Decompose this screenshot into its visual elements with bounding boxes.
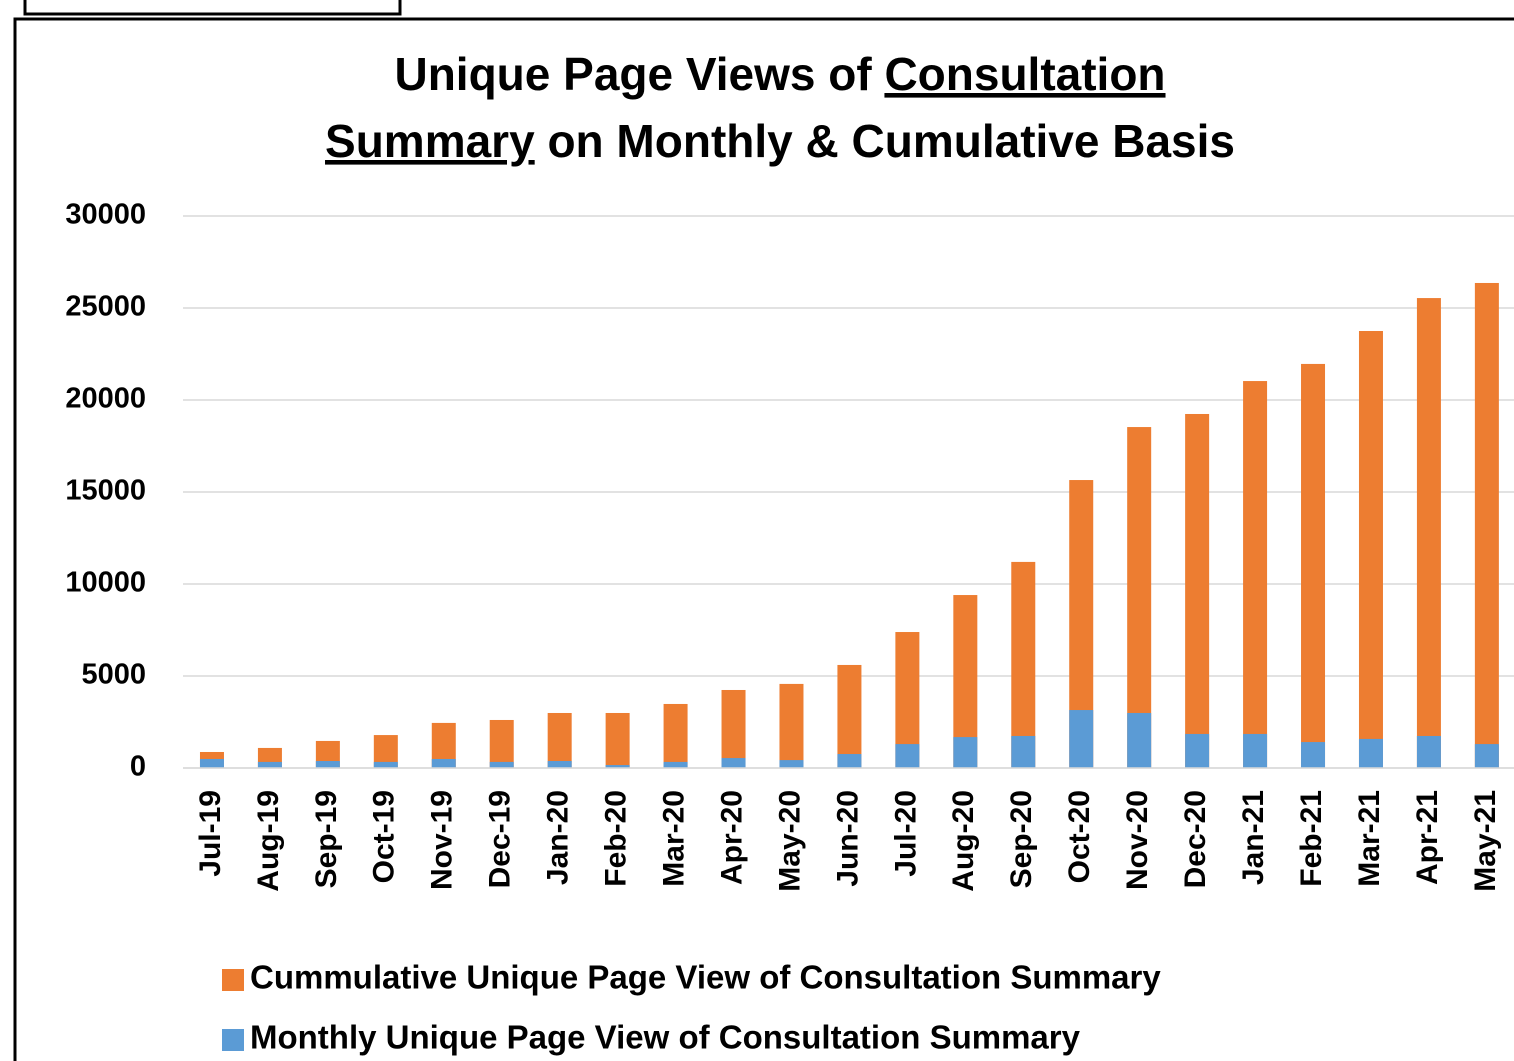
legend-label: Cummulative Unique Page View of Consulta…: [250, 959, 1161, 996]
bar: [1185, 413, 1210, 768]
y-tick-label: 30000: [65, 199, 146, 231]
x-tick-label: Jun-20: [831, 790, 864, 887]
x-tick-label: Mar-20: [657, 790, 690, 887]
chart-title: Unique Page Views of Consultation: [394, 48, 1165, 100]
bar: [315, 761, 340, 768]
legend-swatch: [222, 1029, 244, 1051]
bar: [1358, 738, 1383, 768]
bar: [257, 761, 282, 768]
bar: [663, 703, 688, 768]
bar: [1011, 561, 1036, 768]
bar: [547, 712, 572, 768]
x-tick-label: Sep-20: [1005, 790, 1038, 888]
x-tick-label: Jan-21: [1237, 790, 1270, 885]
bar: [605, 765, 630, 768]
y-tick-label: 20000: [65, 383, 146, 415]
bar: [779, 760, 804, 768]
x-tick-label: Jul-20: [889, 790, 922, 877]
title-part: Unique Page Views of: [394, 48, 884, 100]
bar: [489, 761, 514, 768]
x-tick-label: Dec-19: [484, 790, 517, 888]
frame-box: [23, 0, 402, 16]
x-tick-label: Nov-19: [426, 790, 459, 890]
x-tick-label: Aug-19: [252, 790, 285, 892]
bar: [721, 758, 746, 768]
bar: [1243, 733, 1268, 768]
bar: [1127, 712, 1152, 768]
legend-label: Monthly Unique Page View of Consultation…: [250, 1019, 1081, 1056]
bar: [1474, 744, 1499, 768]
title-part: Summary: [325, 115, 535, 167]
title-part: Consultation: [884, 48, 1165, 100]
bar: [1069, 710, 1094, 768]
bar: [1301, 742, 1326, 768]
x-tick-label: May-21: [1469, 790, 1502, 892]
bar: [1127, 427, 1152, 768]
bar: [605, 712, 630, 768]
bar: [1416, 298, 1441, 768]
bar: [721, 689, 746, 768]
x-tick-label: Feb-21: [1295, 790, 1328, 887]
bar: [1416, 735, 1441, 768]
x-tick-label: Oct-19: [368, 790, 401, 883]
x-tick-label: Apr-20: [715, 790, 748, 885]
x-tick-label: Oct-20: [1063, 790, 1096, 883]
x-tick-label: Jul-19: [194, 790, 227, 877]
bar: [547, 761, 572, 768]
chart-frame: [13, 17, 1514, 1061]
legend-swatch: [222, 969, 244, 991]
y-tick-label: 25000: [65, 291, 146, 323]
bar: [199, 758, 224, 768]
y-tick-label: 10000: [65, 567, 146, 599]
x-tick-label: Nov-20: [1121, 790, 1154, 890]
bar: [779, 683, 804, 768]
bar: [663, 761, 688, 768]
bar: [895, 744, 920, 768]
bar: [837, 754, 862, 768]
bar: [1474, 282, 1499, 768]
bar: [953, 737, 978, 768]
x-tick-label: Jan-20: [542, 790, 575, 885]
bar: [431, 758, 456, 768]
bar: [1358, 331, 1383, 768]
x-tick-label: Apr-21: [1411, 790, 1444, 885]
bar: [373, 761, 398, 768]
bar: [489, 719, 514, 768]
bar: [1185, 733, 1210, 768]
bar: [1243, 381, 1268, 768]
x-tick-label: Sep-19: [310, 790, 343, 888]
chart-title: Summary on Monthly & Cumulative Basis: [325, 115, 1235, 167]
x-tick-label: May-20: [773, 790, 806, 892]
x-tick-label: Aug-20: [947, 790, 980, 892]
x-tick-label: Feb-20: [600, 790, 633, 887]
y-tick-label: 5000: [81, 659, 146, 691]
x-tick-label: Mar-21: [1353, 790, 1386, 887]
y-tick-label: 0: [130, 751, 146, 783]
bar: [837, 664, 862, 768]
y-tick-label: 15000: [65, 475, 146, 507]
bar: [1011, 735, 1036, 768]
bar: [1301, 363, 1326, 768]
title-part: on Monthly & Cumulative Basis: [535, 115, 1235, 167]
x-tick-label: Dec-20: [1179, 790, 1212, 888]
